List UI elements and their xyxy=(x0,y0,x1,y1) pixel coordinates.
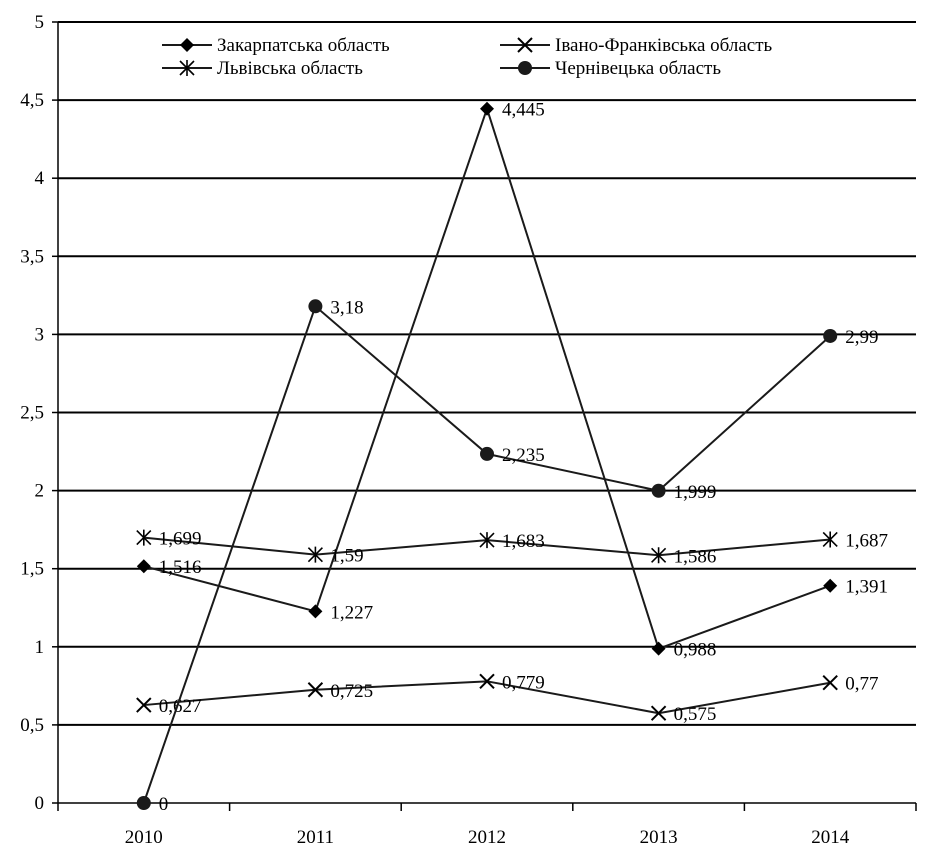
y-tick-label: 2 xyxy=(35,481,45,502)
y-tick-label: 3,5 xyxy=(20,246,44,267)
data-label: 0 xyxy=(159,794,169,815)
data-point xyxy=(308,604,323,619)
data-point xyxy=(308,299,323,314)
legend-label: Львівська область xyxy=(217,58,363,79)
data-point xyxy=(136,559,151,574)
data-point xyxy=(480,446,494,461)
x-tick-label: 2010 xyxy=(125,827,163,848)
series-line xyxy=(143,105,831,650)
data-label: 0,779 xyxy=(502,672,545,693)
data-label: 2,235 xyxy=(502,445,545,466)
y-tick-label: 0,5 xyxy=(20,715,44,736)
data-label: 1,391 xyxy=(845,577,888,598)
data-point xyxy=(136,529,152,546)
data-label: 1,999 xyxy=(674,482,717,503)
data-label: 1,683 xyxy=(502,531,545,552)
y-tick-label: 1 xyxy=(35,637,45,658)
data-point xyxy=(823,328,838,343)
y-tick-label: 4,5 xyxy=(20,90,44,111)
data-label: 0,725 xyxy=(330,681,373,702)
data-label: 3,18 xyxy=(330,297,363,318)
data-label: 1,59 xyxy=(330,546,363,567)
x-tick-label: 2014 xyxy=(811,827,850,848)
y-tick-label: 3 xyxy=(35,324,45,345)
y-tick-label: 2,5 xyxy=(20,403,44,424)
legend-marker xyxy=(518,61,532,75)
data-label: 1,586 xyxy=(674,546,717,567)
y-tick-label: 0 xyxy=(35,793,45,814)
legend-marker xyxy=(180,38,194,52)
legend-marker xyxy=(517,37,533,53)
legend-marker xyxy=(179,60,195,76)
data-point xyxy=(479,532,495,549)
legend-label: Чернівецька область xyxy=(555,58,721,79)
data-label: 0,575 xyxy=(674,704,717,725)
x-tick-label: 2011 xyxy=(297,827,334,848)
data-label: 0,627 xyxy=(159,696,202,717)
x-tick-label: 2013 xyxy=(640,827,678,848)
data-point xyxy=(822,531,838,548)
x-tick-label: 2012 xyxy=(468,827,506,848)
data-point xyxy=(307,682,324,698)
data-label: 1,687 xyxy=(845,530,888,551)
data-label: 0,988 xyxy=(674,640,717,661)
y-tick-label: 4 xyxy=(35,168,45,189)
data-point xyxy=(307,546,323,563)
data-point xyxy=(822,675,838,691)
data-point xyxy=(136,796,151,810)
data-point xyxy=(651,483,666,498)
data-point xyxy=(479,673,495,690)
legend-label: Івано-Франківська область xyxy=(555,35,773,56)
data-point xyxy=(650,705,667,721)
data-label: 0,77 xyxy=(845,674,878,695)
series-line xyxy=(143,680,831,715)
data-label: 1,227 xyxy=(330,602,373,623)
data-point xyxy=(823,578,838,593)
data-point xyxy=(136,697,152,713)
y-tick-label: 5 xyxy=(35,12,45,33)
data-label: 4,445 xyxy=(502,100,545,121)
data-point xyxy=(651,641,666,656)
data-label: 1,699 xyxy=(159,529,202,550)
y-tick-label: 1,5 xyxy=(20,559,44,580)
series-line xyxy=(142,304,831,804)
legend-label: Закарпатська область xyxy=(217,35,390,56)
data-point xyxy=(651,547,667,564)
data-label: 1,516 xyxy=(159,557,202,578)
data-point xyxy=(480,101,494,116)
data-label: 2,99 xyxy=(845,327,878,348)
